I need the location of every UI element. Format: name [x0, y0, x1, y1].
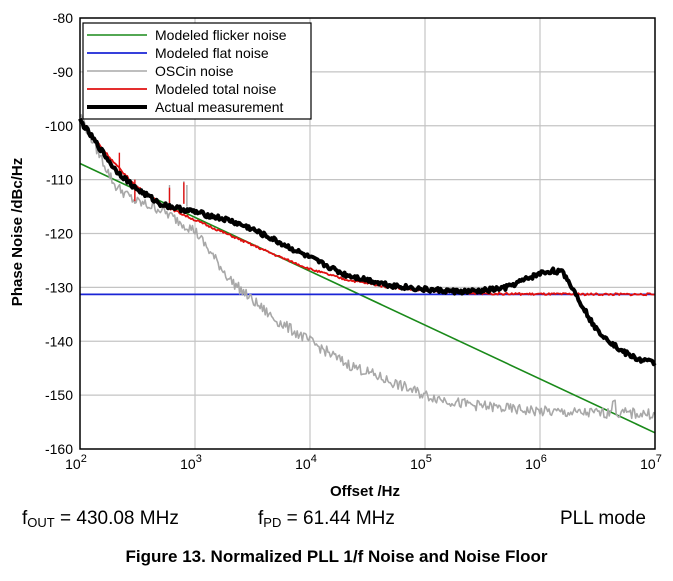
fout-readout: fOUT = 430.08 MHz — [22, 508, 179, 530]
y-tick-label: -90 — [53, 64, 73, 80]
legend-label: Actual measurement — [155, 99, 284, 115]
x-tick-label: 105 — [410, 453, 432, 472]
y-tick-label: -100 — [45, 118, 73, 134]
y-tick-label: -140 — [45, 333, 73, 349]
legend: Modeled flicker noise Modeled flat noise O… — [82, 22, 312, 120]
legend-label: OSCin noise — [155, 63, 234, 79]
y-tick-label: -150 — [45, 387, 73, 403]
x-tick-label: 107 — [640, 453, 662, 472]
series-line — [78, 117, 657, 367]
x-tick-label: 102 — [65, 453, 87, 472]
x-tick-label: 104 — [295, 453, 317, 472]
y-axis-label: Phase Noise /dBc/Hz — [9, 158, 26, 306]
fout-symbol: f — [22, 508, 28, 529]
fpd-value: = 61.44 MHz — [281, 508, 395, 529]
plot-frame — [79, 17, 656, 450]
fpd-readout: fPD = 61.44 MHz — [258, 508, 395, 530]
series-layer — [78, 114, 657, 434]
fpd-subscript: PD — [263, 515, 282, 530]
x-tick-label: 103 — [180, 453, 202, 472]
series-line — [79, 114, 656, 420]
legend-label: Modeled total noise — [155, 81, 277, 97]
y-tick-label: -130 — [45, 279, 73, 295]
y-tick-label: -120 — [45, 226, 73, 242]
x-tick-label: 106 — [525, 453, 547, 472]
fpd-symbol: f — [258, 508, 264, 529]
legend-label: Modeled flat noise — [155, 45, 269, 61]
legend-label: Modeled flicker noise — [155, 27, 287, 43]
x-axis-label: Offset /Hz — [330, 483, 400, 500]
fout-subscript: OUT — [27, 515, 55, 530]
fout-value: = 430.08 MHz — [54, 508, 179, 529]
y-tick-label: -160 — [45, 441, 73, 457]
figure-caption: Figure 13. Normalized PLL 1/f Noise and … — [125, 547, 548, 566]
y-tick-label: -110 — [46, 172, 73, 188]
pll-mode-label: PLL mode — [560, 508, 646, 529]
grid — [80, 18, 655, 449]
y-tick-label: -80 — [53, 10, 73, 26]
